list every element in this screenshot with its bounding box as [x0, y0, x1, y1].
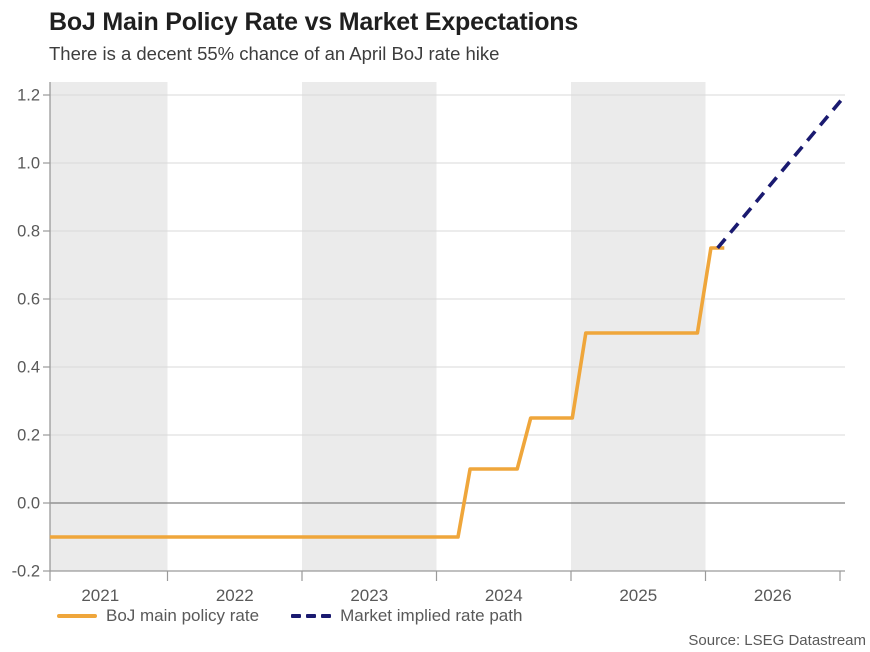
- legend-item-policy-rate: BoJ main policy rate: [57, 606, 259, 626]
- legend-label-policy-rate: BoJ main policy rate: [106, 606, 260, 625]
- year-shading-band: [302, 82, 437, 571]
- y-tick-label: 1.0: [17, 155, 40, 173]
- x-tick-label: 2022: [216, 586, 254, 605]
- x-tick-label: 2021: [81, 586, 119, 605]
- chart-subtitle: There is a decent 55% chance of an April…: [49, 43, 500, 64]
- dashed-line-swatch-icon: [291, 614, 332, 618]
- x-tick-label: 2026: [754, 586, 792, 605]
- year-shading-band: [571, 82, 706, 571]
- chart-title: BoJ Main Policy Rate vs Market Expectati…: [49, 8, 579, 36]
- solid-line-swatch-icon: [57, 614, 97, 618]
- x-tick-label: 2023: [350, 586, 388, 605]
- year-shading-band: [50, 82, 168, 571]
- chart-legend: BoJ main policy rate Market implied rate…: [57, 606, 522, 626]
- y-tick-label: 0.8: [17, 223, 40, 241]
- legend-label-implied-path: Market implied rate path: [340, 606, 523, 625]
- y-tick-label: 0.0: [17, 495, 40, 513]
- market-implied-path-line: [716, 97, 845, 250]
- y-tick-label: -0.2: [12, 563, 40, 581]
- y-tick-label: 0.4: [17, 359, 40, 377]
- y-tick-label: 0.6: [17, 291, 40, 309]
- y-tick-label: 0.2: [17, 427, 40, 445]
- policy-rate-step-line: [49, 246, 725, 539]
- x-tick-label: 2024: [485, 586, 523, 605]
- legend-item-implied-path: Market implied rate path: [291, 606, 522, 626]
- y-tick-label: 1.2: [17, 87, 40, 105]
- x-tick-label: 2025: [619, 586, 657, 605]
- source-attribution: Source: LSEG Datastream: [688, 632, 866, 649]
